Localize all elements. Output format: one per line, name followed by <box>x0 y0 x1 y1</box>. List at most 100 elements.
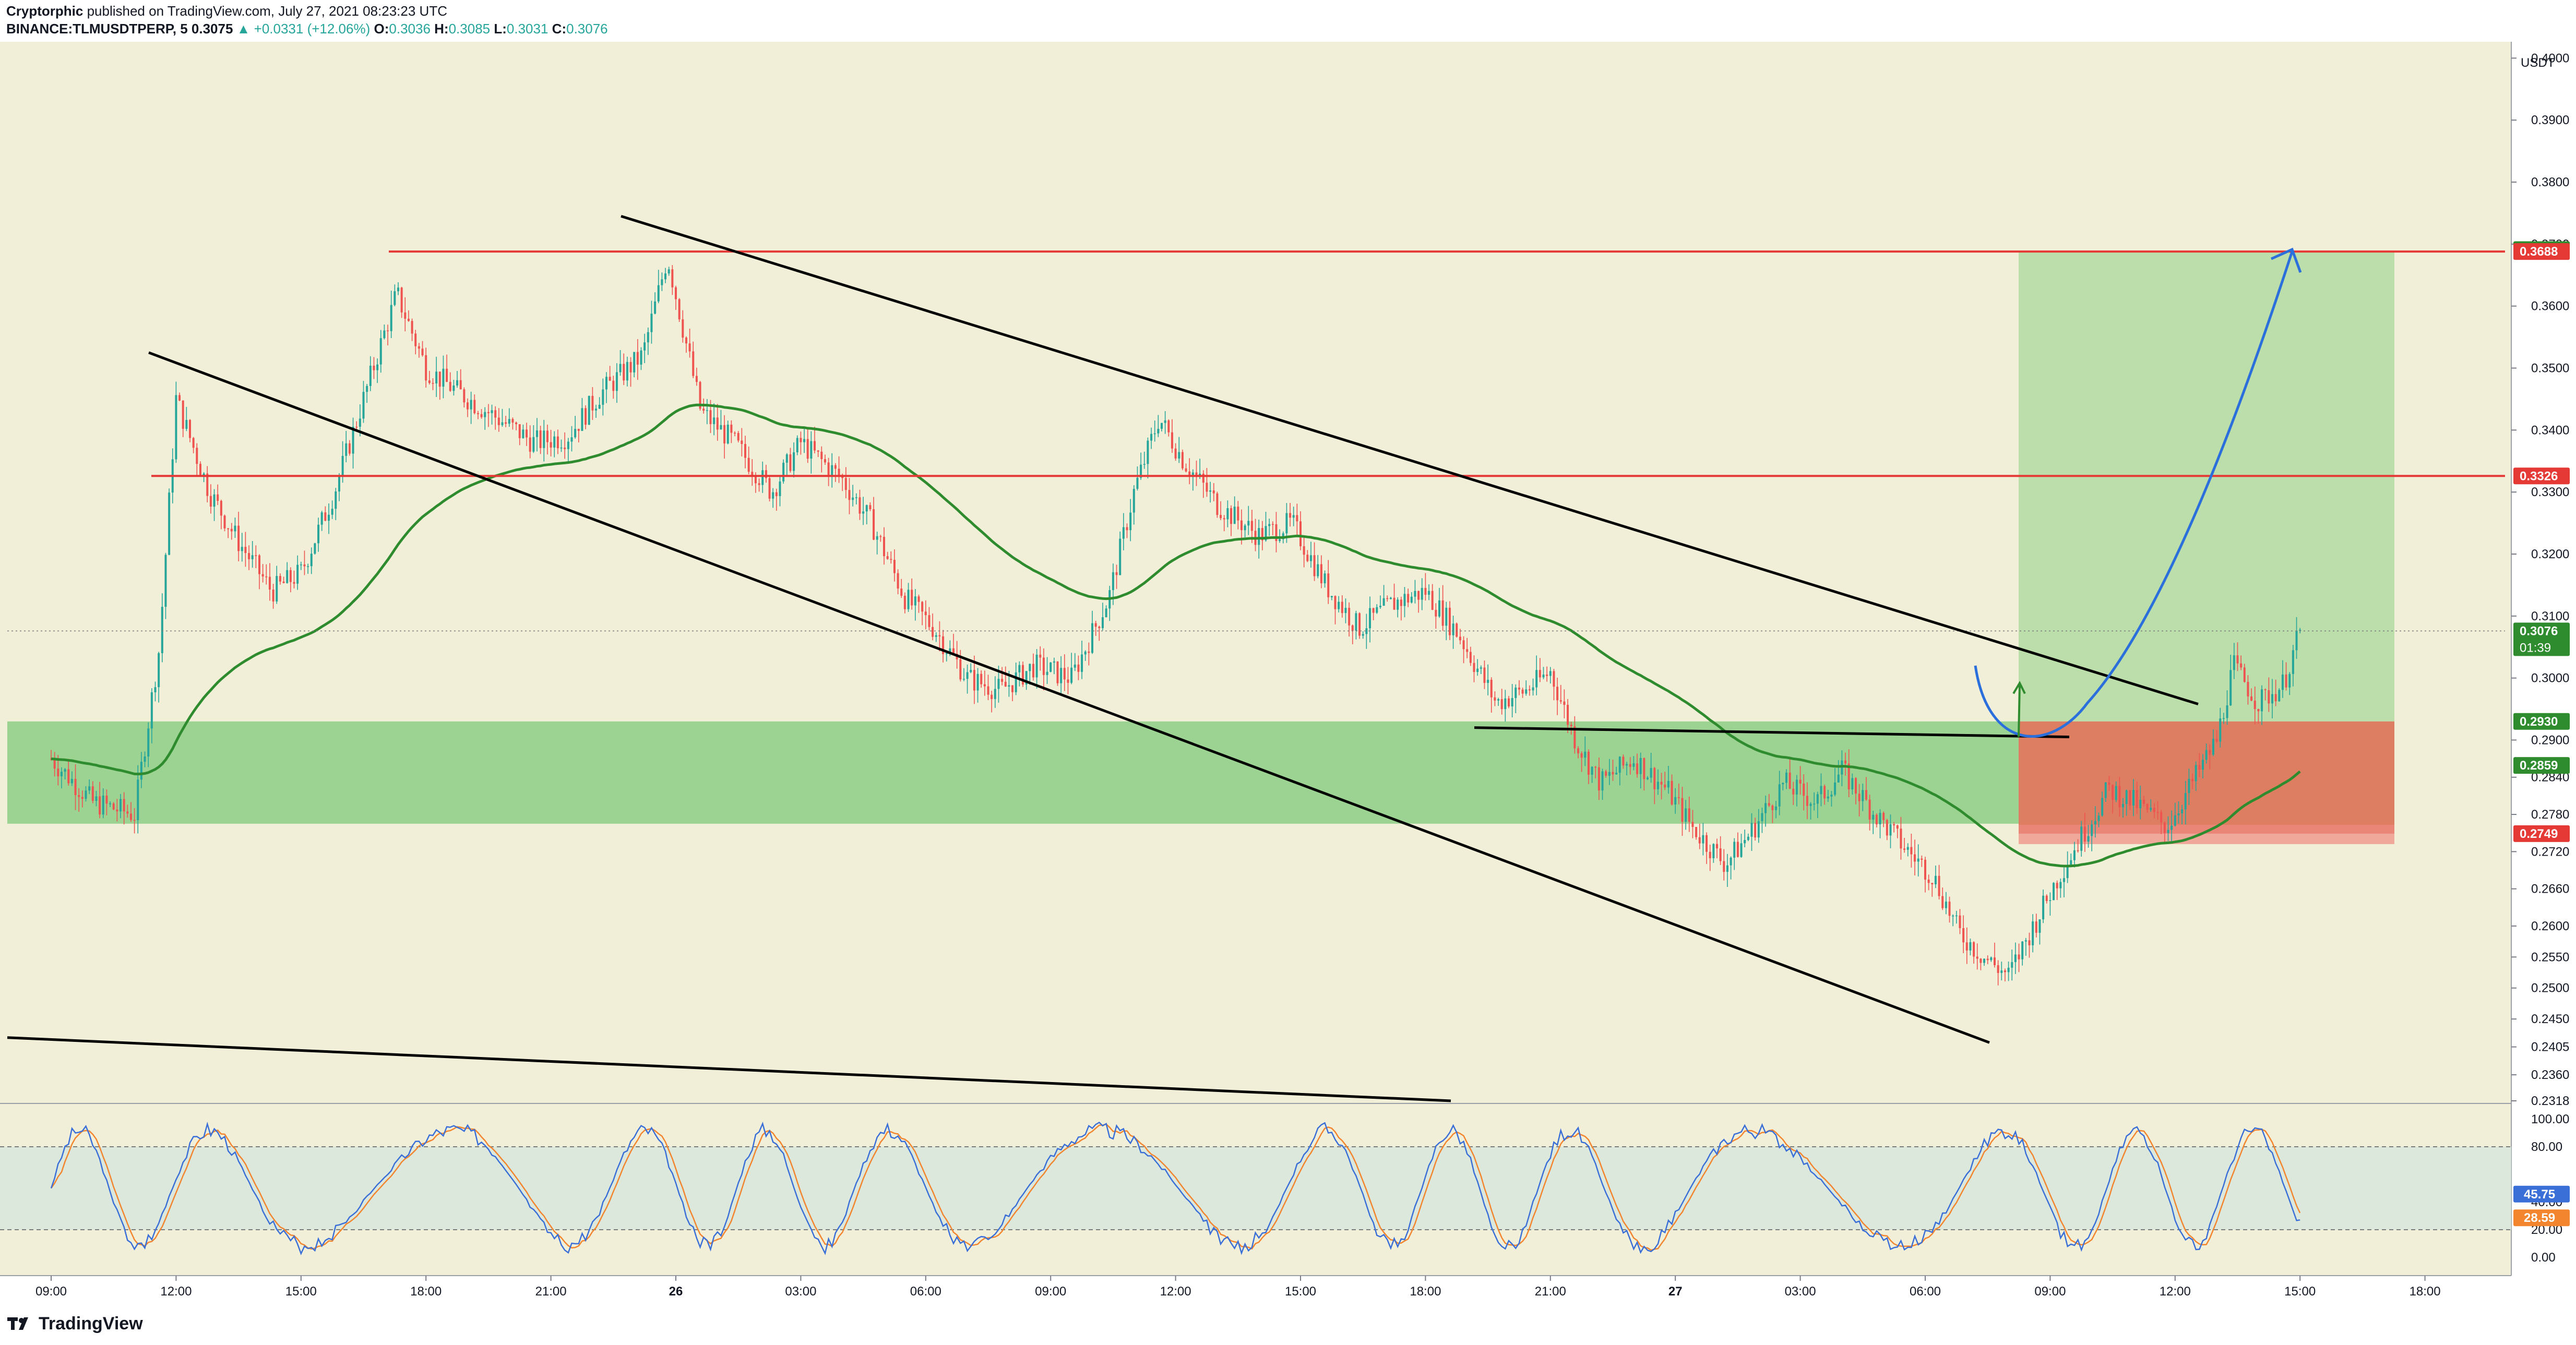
candle-body <box>1851 778 1854 790</box>
candle-body <box>886 556 889 559</box>
candle-body <box>973 670 975 691</box>
trendline-3 <box>1474 726 2070 739</box>
candle-body <box>237 525 240 551</box>
candle-body <box>706 410 708 411</box>
candle-body <box>497 417 500 425</box>
candle-body <box>1153 433 1156 435</box>
candle-body <box>1469 652 1472 663</box>
candle-body <box>806 439 809 459</box>
candle-body <box>844 478 847 490</box>
time-axis[interactable]: 09:00 12:00 15:00 18:00 21:00 26 03:00 06:00 09:… <box>0 1275 2511 1299</box>
candle-body <box>2146 803 2149 810</box>
candle-body <box>2215 739 2218 742</box>
trendline-1 <box>148 351 1990 1044</box>
drawings-layer[interactable] <box>7 214 2505 1102</box>
candle-body <box>518 424 521 438</box>
candle-body <box>1147 440 1149 464</box>
publisher-name[interactable]: Cryptorphic <box>6 3 84 19</box>
published-text: published on TradingView.com, July 27, 2… <box>87 3 447 19</box>
candle-body <box>1435 609 1437 617</box>
candle-body <box>449 381 451 391</box>
candle-body <box>1101 617 1104 628</box>
candle-body <box>1736 842 1739 857</box>
candle-body <box>1556 687 1559 701</box>
candle-body <box>994 689 996 699</box>
candle-body <box>1289 513 1292 518</box>
candle-body <box>1597 767 1600 791</box>
price-axis[interactable]: 0.40000.39000.38000.37000.36000.35000.34… <box>2511 51 2570 1265</box>
candle-body <box>605 377 607 390</box>
candle-body <box>2066 866 2069 879</box>
candle-body <box>1914 854 1916 862</box>
candle-body <box>2042 895 2045 920</box>
candle-body <box>161 607 163 653</box>
candle-body <box>1934 875 1937 884</box>
candle-body <box>935 635 937 637</box>
candle-body <box>532 437 535 452</box>
candle-body <box>1553 671 1555 687</box>
candle-body <box>418 346 420 349</box>
high-value: 0.3085 <box>448 21 491 37</box>
candle-body <box>723 425 726 443</box>
candle-body <box>1230 508 1232 524</box>
candle-body <box>1744 840 1746 844</box>
symbol-name[interactable]: BINANCE:TLMUSDTPERP, 5 <box>6 21 188 37</box>
candle-body <box>661 279 663 285</box>
candle-body <box>2174 815 2176 826</box>
candle-body <box>702 409 705 411</box>
candle-body <box>897 573 899 589</box>
candle-body <box>1126 527 1128 531</box>
candle-body <box>463 389 466 403</box>
stoch-k-line <box>50 1121 2300 1256</box>
candle-body <box>966 672 969 679</box>
candle-body <box>1591 766 1593 775</box>
candle-body <box>1559 700 1562 702</box>
candle-body <box>1823 786 1826 799</box>
candle-body <box>2104 782 2107 798</box>
candle-body <box>2281 674 2284 690</box>
candle-body <box>1778 784 1781 807</box>
candle-body <box>220 501 222 516</box>
candle-body <box>112 803 115 810</box>
candle-body <box>91 786 94 801</box>
candle-body <box>487 412 490 413</box>
candle-body <box>2024 940 2027 942</box>
candle-body <box>1847 763 1850 790</box>
candle-body <box>1594 766 1597 768</box>
candle-body <box>2257 709 2260 712</box>
candle-body <box>293 582 295 584</box>
price-chart[interactable]: 0.40000.39000.38000.37000.36000.35000.34… <box>0 42 2576 1304</box>
candle-body <box>560 447 563 449</box>
candle-body <box>1979 958 1982 963</box>
candle-body <box>2094 821 2096 825</box>
candle-body <box>1872 814 1875 820</box>
projection-curve <box>1974 251 2294 738</box>
candle-body <box>345 443 348 456</box>
candle-body <box>1188 471 1191 476</box>
candle-body <box>120 799 122 812</box>
candle-body <box>2087 836 2090 842</box>
candle-body <box>2056 883 2058 888</box>
price-badge <box>2513 467 2570 485</box>
trendline-4 <box>7 1036 1451 1102</box>
candle-body <box>820 451 823 459</box>
candle-body <box>258 555 260 574</box>
candle-body <box>1303 546 1305 555</box>
candle-body <box>279 576 281 582</box>
candle-body <box>1365 628 1368 634</box>
tradingview-logo[interactable]: TradingView <box>7 1314 143 1334</box>
price-tick-label: 0.3200 <box>2531 547 2569 561</box>
candle-body <box>1893 824 1895 825</box>
candle-body <box>1965 942 1968 951</box>
candle-body <box>1546 674 1548 676</box>
candle-body <box>168 493 171 555</box>
candle-body <box>1008 685 1010 687</box>
candle-body <box>467 402 469 410</box>
candle-body <box>664 273 667 280</box>
candle-body <box>1730 857 1732 866</box>
price-badge-label: 0.2930 <box>2520 715 2558 729</box>
candle-body <box>1886 820 1888 836</box>
candle-body <box>1029 664 1031 671</box>
candle-body <box>848 490 851 500</box>
candle-body <box>643 342 646 351</box>
